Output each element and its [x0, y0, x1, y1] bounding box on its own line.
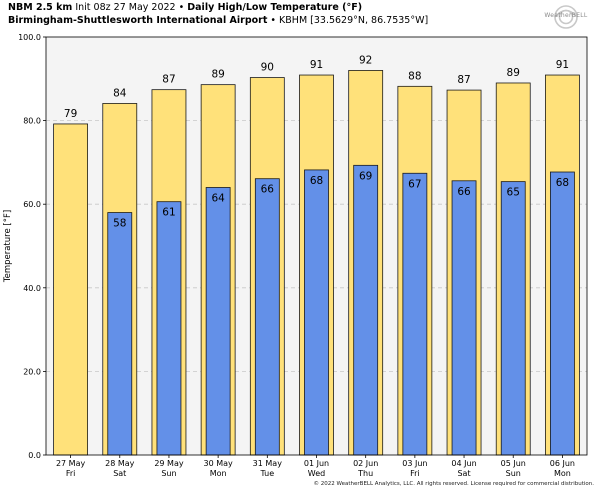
low-temp-bar	[254, 178, 280, 456]
header-bullet: •	[178, 2, 185, 13]
header-bullet: •	[270, 15, 277, 26]
swirl-logo-icon	[554, 5, 578, 29]
high-temp-label: 87	[162, 74, 175, 86]
y-tick-label: 0.0	[28, 451, 41, 460]
y-tick-label: 40.0	[23, 284, 41, 293]
high-temp-label: 92	[359, 54, 372, 66]
low-temp-label: 68	[310, 175, 323, 187]
low-temp-label: 69	[359, 170, 372, 182]
x-tick-date: 29 May	[154, 459, 184, 468]
low-temp-bar	[205, 187, 231, 456]
x-tick-day: Fri	[410, 469, 420, 478]
low-temp-bar	[550, 171, 575, 456]
x-tick-day: Wed	[308, 469, 325, 478]
low-temp-label: 66	[457, 186, 471, 198]
x-tick-date: 28 May	[105, 459, 135, 468]
high-temp-bar	[53, 123, 88, 456]
high-temp-label: 89	[507, 67, 520, 79]
high-temp-label: 88	[408, 70, 421, 82]
chart-header-line1: NBM 2.5 km Init 08z 27 May 2022 • Daily …	[8, 2, 362, 14]
high-temp-label: 89	[211, 69, 224, 81]
low-temp-label: 66	[261, 184, 275, 196]
x-tick-day: Mon	[210, 469, 227, 478]
x-tick-day: Fri	[66, 469, 76, 478]
init-time: Init 08z 27 May 2022	[75, 2, 176, 13]
y-tick-label: 20.0	[23, 367, 41, 376]
low-temp-bar	[304, 169, 329, 456]
low-temp-label: 67	[408, 178, 421, 190]
y-axis-label: Temperature [°F]	[3, 210, 13, 283]
x-tick-date: 02 Jun	[353, 459, 378, 468]
y-tick-label: 100.0	[18, 33, 41, 42]
x-tick-date: 03 Jun	[402, 459, 427, 468]
low-temp-bar	[402, 172, 428, 456]
high-temp-label: 87	[457, 74, 470, 86]
x-tick-date: 31 May	[253, 459, 283, 468]
low-temp-label: 58	[113, 218, 126, 230]
low-temp-bar	[500, 181, 526, 456]
low-temp-bar	[451, 180, 477, 456]
bars	[53, 70, 580, 456]
low-temp-bar	[156, 201, 182, 456]
x-tick-day: Sat	[113, 469, 126, 478]
x-tick-date: 05 Jun	[501, 459, 526, 468]
high-temp-label: 91	[556, 59, 569, 71]
low-temp-label: 61	[162, 207, 175, 219]
logo-text: WeatherBELL	[544, 12, 588, 19]
x-tick-date: 27 May	[56, 459, 86, 468]
low-temp-label: 65	[507, 187, 520, 199]
low-temp-label: 68	[556, 177, 569, 189]
copyright-footer: © 2022 WeatherBELL Analytics, LLC. All r…	[313, 481, 594, 487]
low-temp-bar	[107, 212, 133, 456]
y-axis: 0.0 20.0 40.0 60.0 80.0 100.0	[18, 33, 46, 460]
weatherbell-logo: WeatherBELL	[536, 2, 596, 32]
x-tick-date: 30 May	[204, 459, 234, 468]
station-name: Birmingham-Shuttlesworth International A…	[8, 15, 268, 26]
x-tick-date: 01 Jun	[304, 459, 329, 468]
low-temp-label: 64	[211, 192, 225, 204]
high-temp-label: 84	[113, 87, 127, 99]
x-tick-day: Sun	[506, 469, 521, 478]
x-tick-day: Mon	[554, 469, 571, 478]
y-tick-label: 80.0	[23, 117, 41, 126]
y-tick-label: 60.0	[23, 200, 41, 209]
high-temp-label: 79	[64, 108, 77, 120]
high-temp-label: 90	[261, 62, 274, 74]
chart-header-line2: Birmingham-Shuttlesworth International A…	[8, 15, 428, 27]
high-temp-label: 91	[310, 59, 323, 71]
x-tick-day: Sun	[161, 469, 176, 478]
x-tick-day: Sat	[457, 469, 470, 478]
bar-value-labels: 79 84 58 87 61 89 64 90 66 91 68 92 69 88 67 87 66 89 65 91…	[64, 54, 569, 229]
x-tick-date: 06 Jun	[550, 459, 575, 468]
low-temp-bar	[353, 164, 379, 456]
product-title: Daily High/Low Temperature (°F)	[187, 2, 363, 13]
x-tick-day: Thu	[357, 469, 373, 478]
x-tick-date: 04 Jun	[451, 459, 476, 468]
station-id: KBHM [33.5629°N, 86.7535°W]	[279, 15, 429, 26]
x-tick-day: Tue	[259, 469, 274, 478]
model-name: NBM 2.5 km	[8, 2, 73, 13]
